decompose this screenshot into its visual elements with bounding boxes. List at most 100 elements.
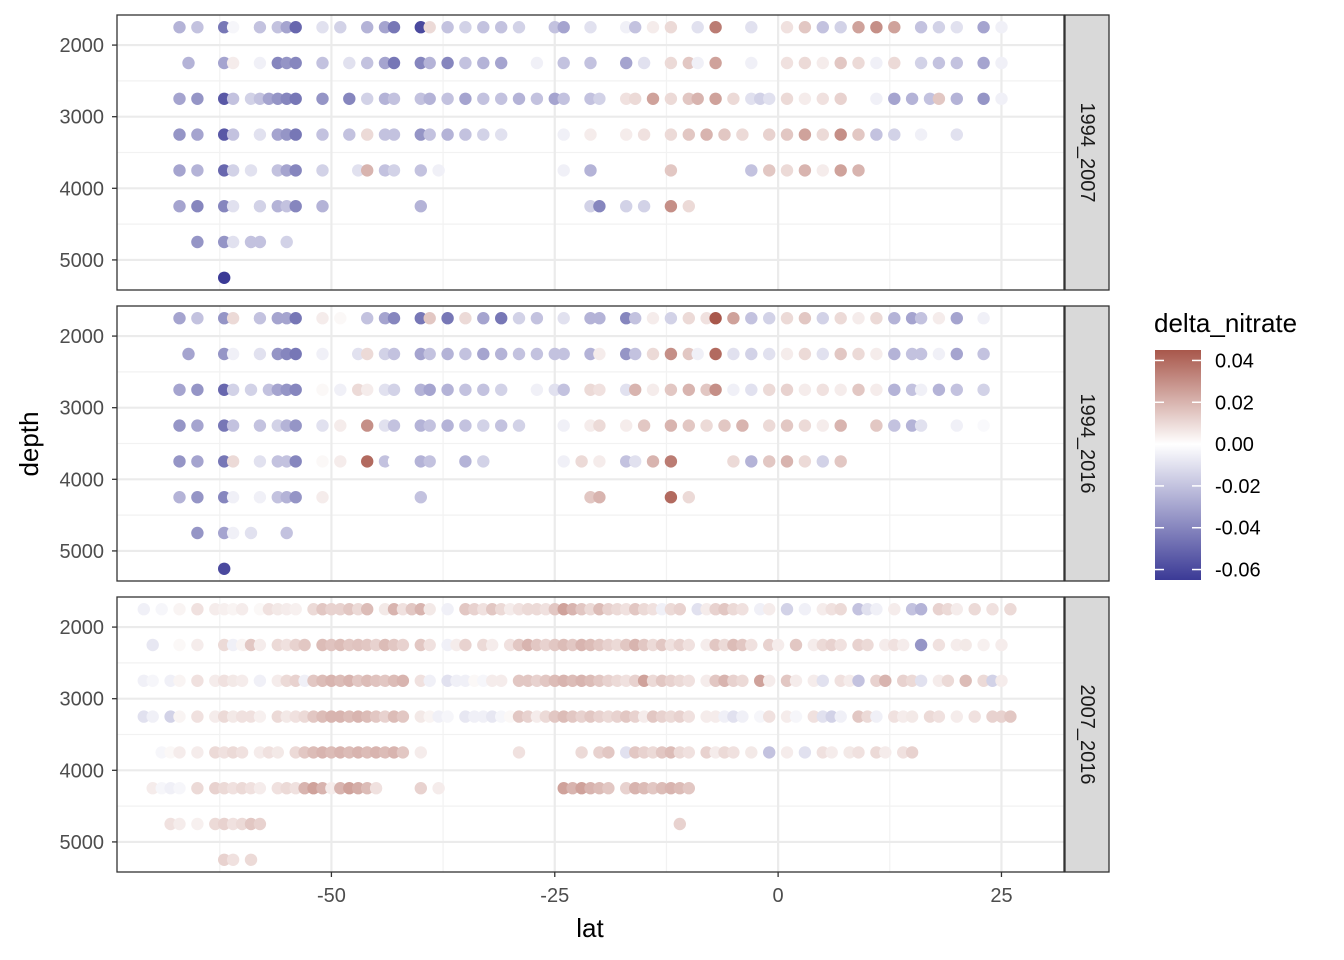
data-point bbox=[745, 312, 758, 325]
data-point bbox=[825, 638, 838, 652]
data-point bbox=[834, 92, 847, 106]
data-point bbox=[459, 455, 472, 468]
y-tick-label: 4000 bbox=[60, 178, 105, 200]
data-point bbox=[655, 782, 669, 795]
data-point bbox=[218, 526, 231, 540]
data-point bbox=[503, 638, 517, 652]
y-tick-label: 3000 bbox=[60, 398, 105, 420]
data-point bbox=[950, 603, 963, 616]
data-point bbox=[620, 674, 633, 687]
data-point bbox=[593, 383, 606, 396]
data-point bbox=[575, 455, 588, 468]
data-point bbox=[387, 383, 401, 396]
data-point bbox=[218, 383, 231, 396]
data-point bbox=[995, 674, 1008, 687]
data-point bbox=[226, 782, 240, 795]
data-point bbox=[361, 56, 374, 70]
data-point bbox=[512, 312, 526, 325]
facet-strip-label: 1994_2016 bbox=[1076, 393, 1098, 493]
data-point bbox=[557, 312, 570, 325]
data-point bbox=[530, 603, 544, 616]
data-point bbox=[173, 817, 186, 831]
data-point bbox=[334, 347, 347, 361]
data-point bbox=[763, 92, 776, 106]
data-point bbox=[852, 383, 865, 396]
data-point bbox=[557, 92, 570, 106]
data-point bbox=[557, 782, 570, 795]
data-point bbox=[495, 419, 508, 432]
data-point bbox=[914, 347, 928, 361]
data-point bbox=[271, 782, 284, 795]
data-point bbox=[289, 21, 302, 34]
data-point bbox=[244, 853, 258, 866]
data-point bbox=[361, 603, 374, 616]
data-point bbox=[611, 638, 624, 652]
data-point bbox=[378, 383, 392, 396]
data-point bbox=[995, 710, 1008, 723]
data-point bbox=[584, 56, 597, 70]
data-point bbox=[343, 92, 356, 106]
data-point bbox=[745, 164, 758, 177]
data-point bbox=[798, 383, 812, 396]
data-point bbox=[271, 56, 284, 70]
data-point bbox=[620, 746, 633, 759]
data-point bbox=[530, 347, 544, 361]
data-point bbox=[879, 674, 892, 687]
data-point bbox=[709, 56, 722, 70]
data-point bbox=[414, 92, 427, 106]
data-point bbox=[495, 674, 508, 687]
data-point bbox=[226, 419, 240, 432]
data-point bbox=[441, 710, 454, 723]
data-point bbox=[334, 603, 347, 616]
data-point bbox=[664, 603, 678, 616]
data-point bbox=[137, 603, 150, 616]
data-point bbox=[816, 164, 829, 177]
data-point bbox=[709, 710, 722, 723]
data-point bbox=[566, 638, 579, 652]
data-point bbox=[307, 710, 320, 723]
data-point bbox=[727, 603, 740, 616]
data-point bbox=[414, 347, 427, 361]
data-point bbox=[253, 603, 267, 616]
data-point bbox=[209, 817, 222, 831]
data-point bbox=[798, 164, 812, 177]
data-point bbox=[950, 383, 963, 396]
data-point bbox=[226, 746, 240, 759]
data-point bbox=[870, 603, 883, 616]
data-point bbox=[334, 383, 347, 396]
data-point bbox=[512, 92, 526, 106]
data-point bbox=[709, 746, 722, 759]
data-point bbox=[682, 638, 695, 652]
data-point bbox=[414, 56, 427, 70]
data-point bbox=[191, 817, 204, 831]
data-point bbox=[325, 782, 338, 795]
data-point bbox=[191, 92, 204, 106]
legend-title: delta_nitrate bbox=[1154, 308, 1297, 338]
data-point bbox=[343, 674, 356, 687]
data-point bbox=[807, 710, 820, 723]
data-point bbox=[914, 419, 928, 432]
data-point bbox=[235, 782, 249, 795]
data-point bbox=[816, 674, 829, 687]
data-point bbox=[995, 56, 1008, 70]
data-point bbox=[325, 710, 338, 723]
data-point bbox=[521, 674, 535, 687]
data-point bbox=[191, 312, 204, 325]
data-point bbox=[691, 92, 704, 106]
data-point bbox=[575, 638, 588, 652]
data-point bbox=[289, 164, 302, 177]
data-point bbox=[548, 603, 561, 616]
data-point bbox=[905, 383, 919, 396]
data-point bbox=[763, 638, 776, 652]
y-tick-label: 2000 bbox=[60, 326, 105, 348]
data-point bbox=[932, 710, 946, 723]
data-point bbox=[646, 347, 660, 361]
data-point bbox=[780, 603, 794, 616]
data-point bbox=[637, 746, 651, 759]
facet-strip bbox=[1064, 596, 1110, 873]
data-point bbox=[441, 603, 454, 616]
data-point bbox=[816, 128, 829, 141]
data-point bbox=[754, 603, 767, 616]
data-point bbox=[369, 746, 383, 759]
data-point bbox=[914, 21, 928, 34]
